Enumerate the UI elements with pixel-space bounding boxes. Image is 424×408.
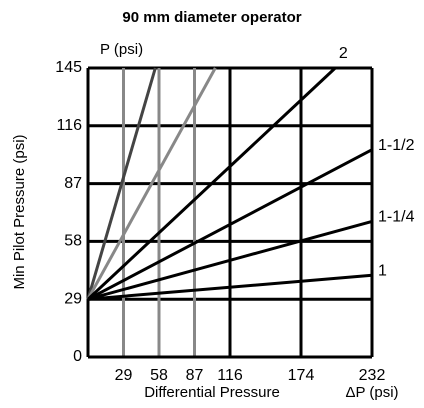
series-line xyxy=(86,67,157,300)
y-tick-label: 58 xyxy=(64,233,82,250)
y-tick-label: 116 xyxy=(56,117,82,134)
x-tick-label: 29 xyxy=(115,367,133,384)
series-line xyxy=(87,148,373,301)
x-tick-label: 87 xyxy=(186,367,204,384)
x-tick-label: 116 xyxy=(217,367,243,384)
series-line xyxy=(86,67,217,300)
series-line xyxy=(86,66,337,301)
series-line xyxy=(87,273,373,301)
y-tick-label: 145 xyxy=(55,59,82,76)
series-line xyxy=(87,220,373,301)
x-axis-label: Differential Pressure xyxy=(144,384,280,401)
x-tick-label: 58 xyxy=(150,367,168,384)
top-label: P (psi) xyxy=(100,41,143,58)
y-axis-label: Min Pilot Pressure (psi) xyxy=(11,134,28,289)
x-unit-label: ΔP (psi) xyxy=(345,384,398,401)
series-label: 2 xyxy=(339,45,348,62)
x-tick-label: 232 xyxy=(359,367,386,384)
chart-title: 90 mm diameter operator xyxy=(122,9,301,26)
y-tick-label: 29 xyxy=(64,290,82,307)
y-tick-label: 0 xyxy=(73,348,82,365)
series-label: 1 xyxy=(378,263,387,280)
x-tick-label: 174 xyxy=(288,367,315,384)
series-label: 1-1/2 xyxy=(378,137,415,154)
series-label: 1-1/4 xyxy=(378,209,415,226)
y-tick-label: 87 xyxy=(64,175,82,192)
